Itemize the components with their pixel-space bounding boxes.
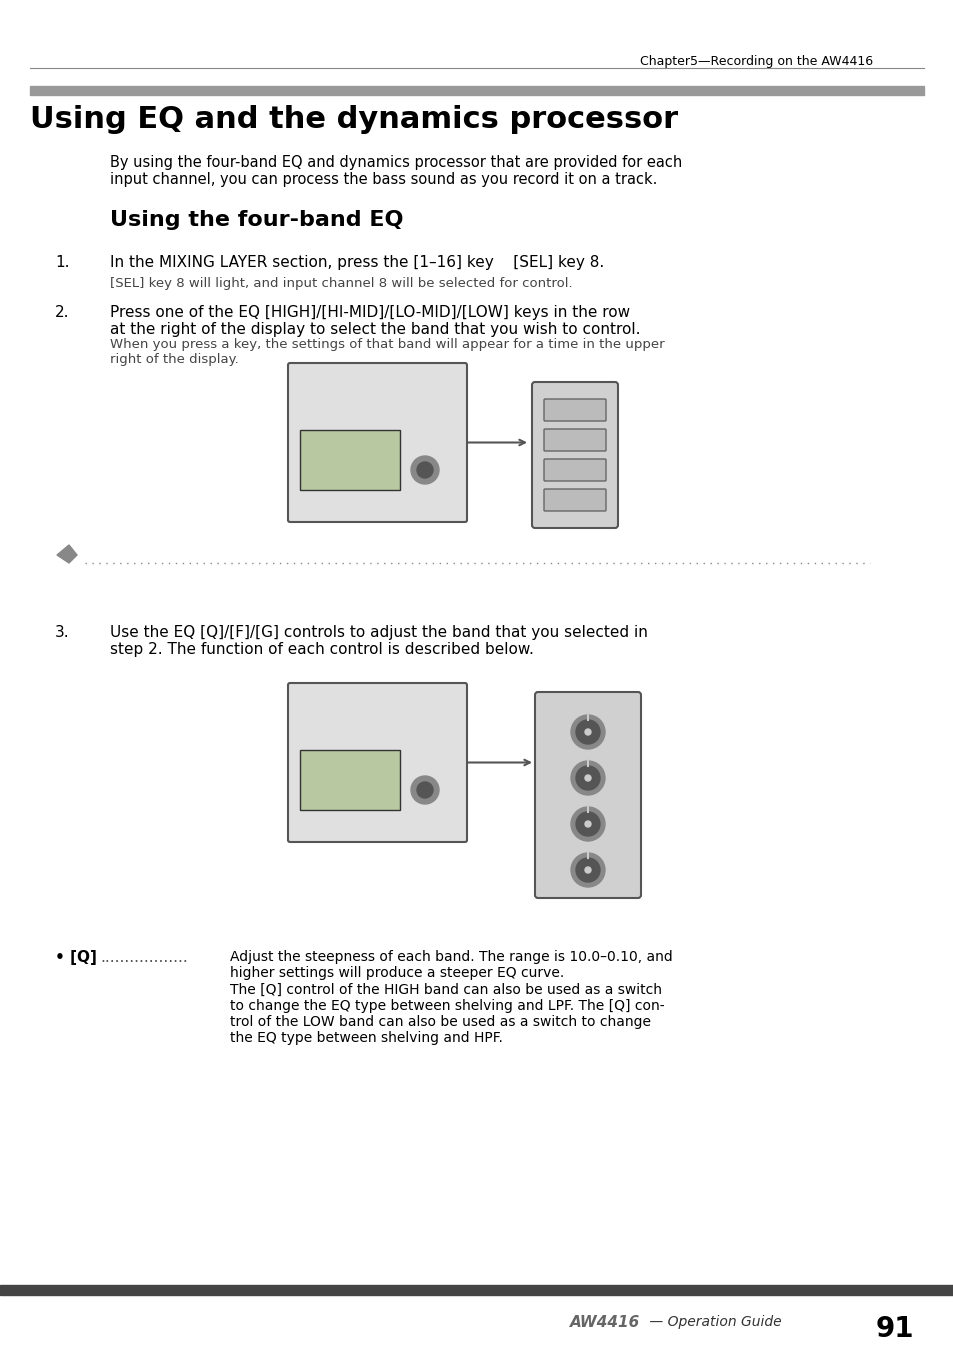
Circle shape (584, 775, 590, 781)
Text: Using the four-band EQ: Using the four-band EQ (110, 209, 403, 230)
Text: 1.: 1. (55, 255, 70, 270)
Text: • [Q]: • [Q] (55, 950, 97, 965)
Circle shape (576, 766, 599, 790)
FancyBboxPatch shape (543, 430, 605, 451)
FancyBboxPatch shape (288, 684, 467, 842)
Text: [SEL] key 8 will light, and input channel 8 will be selected for control.: [SEL] key 8 will light, and input channe… (110, 277, 572, 290)
Circle shape (584, 730, 590, 735)
Circle shape (576, 812, 599, 836)
Text: Using EQ and the dynamics processor: Using EQ and the dynamics processor (30, 105, 678, 134)
Bar (299, 750, 399, 811)
Text: In the MIXING LAYER section, press the [1–16] key    [SEL] key 8.: In the MIXING LAYER section, press the [… (110, 255, 603, 270)
FancyBboxPatch shape (288, 363, 467, 521)
FancyBboxPatch shape (535, 692, 640, 898)
Circle shape (411, 457, 438, 484)
Text: When you press a key, the settings of that band will appear for a time in the up: When you press a key, the settings of th… (110, 338, 664, 366)
Bar (30, 86, 923, 95)
Circle shape (411, 775, 438, 804)
Text: AW4416: AW4416 (569, 1315, 639, 1329)
Text: 2.: 2. (55, 305, 70, 320)
Bar (299, 430, 399, 490)
FancyBboxPatch shape (543, 489, 605, 511)
Circle shape (576, 720, 599, 744)
Text: By using the four-band EQ and dynamics processor that are provided for each
inpu: By using the four-band EQ and dynamics p… (110, 155, 681, 188)
Polygon shape (57, 544, 77, 563)
Text: Press one of the EQ [HIGH]/[HI-MID]/[LO-MID]/[LOW] keys in the row
at the right : Press one of the EQ [HIGH]/[HI-MID]/[LO-… (110, 305, 639, 338)
Bar (0, 1285, 953, 1296)
Text: Adjust the steepness of each band. The range is 10.0–0.10, and
higher settings w: Adjust the steepness of each band. The r… (230, 950, 672, 1046)
Text: ..................: .................. (100, 950, 188, 965)
Circle shape (571, 715, 604, 748)
Circle shape (571, 761, 604, 794)
FancyBboxPatch shape (532, 382, 618, 528)
Circle shape (571, 807, 604, 842)
Circle shape (416, 782, 433, 798)
Text: — Operation Guide: — Operation Guide (644, 1315, 781, 1329)
Circle shape (576, 858, 599, 882)
FancyBboxPatch shape (543, 399, 605, 422)
Text: 3.: 3. (55, 626, 70, 640)
Text: Use the EQ [Q]/[F]/[G] controls to adjust the band that you selected in
step 2. : Use the EQ [Q]/[F]/[G] controls to adjus… (110, 626, 647, 658)
FancyBboxPatch shape (543, 459, 605, 481)
Circle shape (416, 462, 433, 478)
Circle shape (571, 852, 604, 888)
Circle shape (584, 821, 590, 827)
Text: Chapter5—Recording on the AW4416: Chapter5—Recording on the AW4416 (639, 55, 872, 68)
Circle shape (584, 867, 590, 873)
Text: 91: 91 (875, 1315, 913, 1343)
